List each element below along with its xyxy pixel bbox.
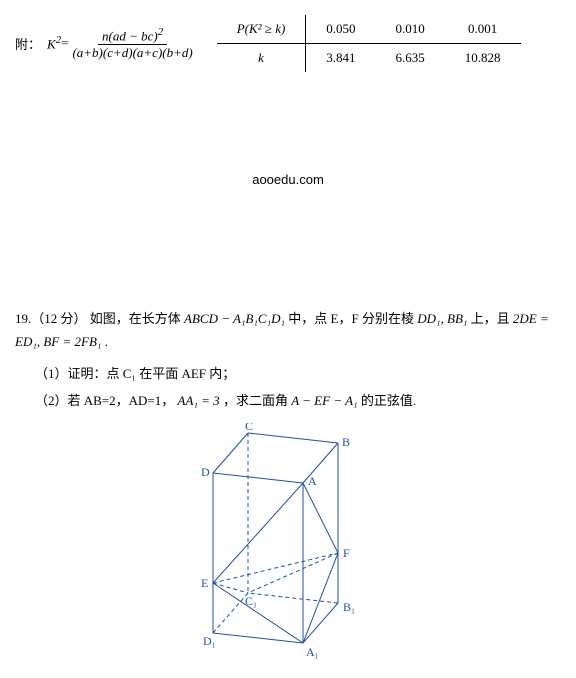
label-A: A [308,474,317,488]
table-row: k 3.841 6.635 10.828 [217,44,521,73]
problem-19: 19.（12 分） 如图，在长方体 ABCD − A₁B₁C₁D₁ 中，点 E，… [15,307,561,354]
edge-D-C [213,433,248,473]
table-row-label: k [217,44,306,73]
part2-cond: AA₁ = 3 [178,393,220,408]
part2-pre: （2）若 AB=2，AD=1， [35,393,174,408]
label-D1: D₁ [203,634,216,648]
label-F: F [343,546,350,560]
edge-C1-D1 [213,593,248,633]
formula-prefix: 附： [15,34,41,53]
table-row: P(K² ≥ k) 0.050 0.010 0.001 [217,15,521,44]
problem-part-2: （2）若 AB=2，AD=1， AA₁ = 3 ，求二面角 A − EF − A… [35,389,561,412]
table-header-label: P(K² ≥ k) [217,15,306,44]
edge-A1-F [303,553,338,643]
prism-name: ABCD − A₁B₁C₁D₁ [184,311,285,326]
table-header-value: 0.050 [306,15,376,44]
figure-area: C B D A E F D₁ A₁ B₁ C₁ [15,423,561,663]
label-C: C [245,423,253,433]
part2-mid: ，求二面角 [223,393,291,408]
edge-E-C1 [213,583,248,593]
problem-stem-pre: 如图，在长方体 [90,311,184,326]
prism-figure: C B D A E F D₁ A₁ B₁ C₁ [193,423,383,663]
k-squared-table: P(K² ≥ k) 0.050 0.010 0.001 k 3.841 6.63… [217,15,521,72]
table-header-value: 0.010 [376,15,445,44]
edge-A1-B1 [303,603,338,643]
formula-lhs: K2 [47,34,61,52]
edge-A-E [213,483,303,583]
part2-angle: A − EF − A₁ [291,393,357,408]
formula-denominator: (a+b)(c+d)(a+c)(b+d) [68,45,196,61]
edge-E-F [213,553,338,583]
formula-numerator: n(ad − bc)2 [98,26,167,45]
table-cell: 6.635 [376,44,445,73]
k-squared-formula: 附： K2 = n(ad − bc)2 (a+b)(c+d)(a+c)(b+d) [15,26,197,61]
problem-part-1: （1）证明：点 C₁ 在平面 AEF 内； [35,362,561,385]
formula-section: 附： K2 = n(ad − bc)2 (a+b)(c+d)(a+c)(b+d)… [15,15,561,72]
label-B: B [342,435,350,449]
label-A1: A₁ [306,645,319,659]
label-B1: B₁ [343,600,355,614]
edge-A-F [303,483,338,553]
problem-stem-end: . [105,334,108,349]
problem-stem-mid1: 中，点 E，F 分别在棱 [288,311,417,326]
part2-end: 的正弦值. [361,393,416,408]
table-header-value: 0.001 [445,15,521,44]
table-cell: 3.841 [306,44,376,73]
edge-C-B [248,433,338,443]
label-E: E [201,576,208,590]
edge-A-D [213,473,303,483]
segments: DD₁, BB₁ [417,311,467,326]
edge-B1-C1 [248,593,338,603]
label-D: D [201,465,210,479]
label-C1: C₁ [245,594,257,608]
watermark-text: aooedu.com [15,172,561,187]
problem-stem-mid2: 上，且 [471,311,513,326]
formula-eq: = [61,35,68,51]
table-cell: 10.828 [445,44,521,73]
formula-fraction: n(ad − bc)2 (a+b)(c+d)(a+c)(b+d) [68,26,196,61]
problem-number: 19.（12 分） [15,311,87,326]
